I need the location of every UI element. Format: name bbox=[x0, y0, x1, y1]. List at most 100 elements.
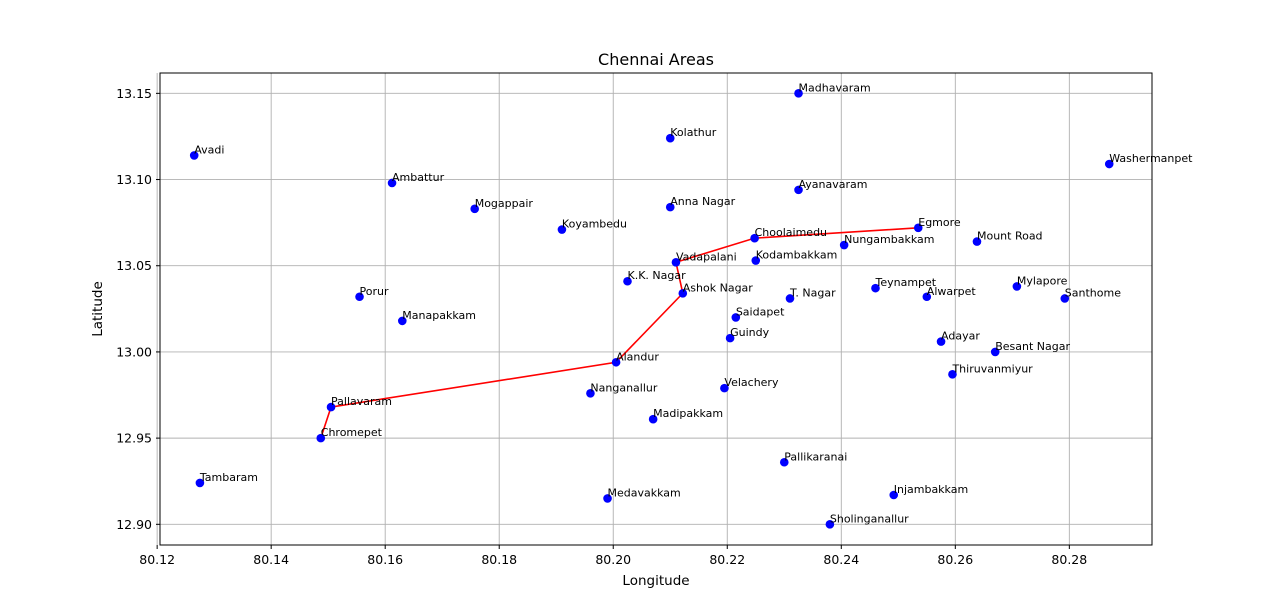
point-label: Choolaimedu bbox=[755, 226, 827, 239]
data-point bbox=[623, 276, 632, 286]
data-point bbox=[922, 292, 932, 302]
data-point bbox=[189, 151, 199, 160]
point-label: Nungambakkam bbox=[844, 233, 934, 246]
point-label: Manapakkam bbox=[402, 309, 476, 322]
data-point bbox=[990, 347, 1000, 357]
x-tick-label: 80.20 bbox=[595, 552, 631, 567]
data-point bbox=[557, 225, 567, 234]
y-tick-label: 13.00 bbox=[116, 344, 152, 359]
point-label: Injambakkam bbox=[894, 483, 968, 496]
point-label: Kodambakkam bbox=[756, 249, 838, 262]
data-point bbox=[316, 433, 326, 443]
point-label: Ashok Nagar bbox=[683, 281, 754, 294]
x-tick-label: 80.18 bbox=[481, 552, 517, 567]
x-tick-label: 80.24 bbox=[823, 552, 859, 567]
point-label: Chromepet bbox=[321, 426, 383, 439]
data-point bbox=[913, 223, 923, 233]
point-label: Madhavaram bbox=[799, 81, 871, 94]
data-point bbox=[1104, 159, 1114, 169]
point-label: Mogappair bbox=[475, 197, 534, 210]
data-point bbox=[387, 178, 397, 188]
point-label: Mount Road bbox=[977, 230, 1043, 243]
point-label: Guindy bbox=[730, 326, 770, 339]
point-label: Medavakkam bbox=[608, 486, 681, 499]
data-points bbox=[189, 89, 1114, 529]
data-point bbox=[586, 388, 595, 398]
data-point bbox=[470, 204, 480, 214]
data-point bbox=[355, 292, 364, 302]
point-label: Sholinganallur bbox=[830, 512, 909, 525]
data-point bbox=[1060, 294, 1070, 303]
data-point bbox=[731, 313, 741, 322]
data-point bbox=[648, 414, 658, 424]
point-label: Thiruvanmiyur bbox=[951, 362, 1033, 375]
y-tick-label: 13.10 bbox=[116, 172, 152, 187]
grid-lines bbox=[156, 73, 1152, 545]
y-tick-label: 12.95 bbox=[116, 431, 152, 446]
point-label: Nanganallur bbox=[590, 381, 657, 394]
data-point bbox=[665, 202, 675, 212]
y-axis-ticks: 12.90 12.95 13.00 13.05 13.10 13.15 bbox=[116, 86, 160, 532]
data-point bbox=[678, 289, 688, 298]
chart-title: Chennai Areas bbox=[598, 50, 714, 69]
data-point bbox=[326, 402, 336, 412]
point-label: Vadapalani bbox=[676, 250, 737, 263]
data-point bbox=[720, 383, 729, 393]
x-tick-label: 80.26 bbox=[937, 552, 973, 567]
data-point bbox=[195, 478, 205, 488]
point-label: Alandur bbox=[616, 350, 659, 363]
data-point bbox=[751, 256, 761, 265]
point-label: Santhome bbox=[1065, 286, 1121, 299]
point-label: Kolathur bbox=[670, 126, 716, 139]
point-label: K.K. Nagar bbox=[627, 269, 686, 282]
point-label: Besant Nagar bbox=[995, 340, 1070, 353]
point-label: Ambattur bbox=[392, 171, 445, 184]
data-point bbox=[785, 294, 795, 303]
data-point bbox=[611, 357, 621, 367]
data-point bbox=[794, 185, 803, 195]
x-tick-label: 80.22 bbox=[709, 552, 745, 567]
data-point bbox=[397, 316, 407, 326]
point-label: Anna Nagar bbox=[670, 195, 735, 208]
point-label: Washermanpet bbox=[1109, 152, 1193, 165]
point-label: Egmore bbox=[918, 216, 961, 229]
y-tick-label: 13.05 bbox=[116, 258, 152, 273]
data-point bbox=[825, 520, 835, 529]
y-axis-label: Latitude bbox=[90, 281, 106, 337]
y-tick-label: 13.15 bbox=[116, 86, 152, 101]
y-tick-label: 12.90 bbox=[116, 517, 152, 532]
data-point bbox=[725, 333, 735, 343]
data-point bbox=[1012, 282, 1022, 291]
point-label: Adayar bbox=[941, 330, 980, 343]
x-axis-ticks: 80.12 80.14 80.16 80.18 80.20 80.22 80.24 80.26… bbox=[139, 545, 1087, 567]
data-point bbox=[936, 337, 946, 346]
point-label: Teynampet bbox=[874, 276, 936, 289]
data-point bbox=[794, 89, 803, 98]
data-point bbox=[972, 237, 982, 246]
point-label: T. Nagar bbox=[789, 286, 836, 299]
x-tick-label: 80.16 bbox=[367, 552, 403, 567]
point-label: Mylapore bbox=[1017, 274, 1068, 287]
data-point bbox=[948, 370, 957, 379]
data-point bbox=[889, 490, 899, 500]
plot-frame bbox=[159, 72, 1153, 546]
point-label: Pallavaram bbox=[331, 395, 392, 408]
point-label: Madipakkam bbox=[653, 407, 723, 420]
point-label: Alwarpet bbox=[927, 285, 977, 298]
x-tick-label: 80.12 bbox=[139, 552, 175, 567]
point-label: Ayanavaram bbox=[799, 178, 868, 191]
point-label: Koyambedu bbox=[562, 218, 627, 231]
point-label: Velachery bbox=[724, 376, 779, 389]
point-labels: Madhavaram Kolathur Avadi Washermanpet Ambat… bbox=[194, 81, 1193, 525]
data-point bbox=[665, 133, 675, 143]
point-label: Avadi bbox=[194, 143, 224, 156]
data-point bbox=[750, 233, 759, 243]
x-tick-label: 80.28 bbox=[1051, 552, 1087, 567]
data-point bbox=[839, 240, 849, 250]
x-axis-label: Longitude bbox=[622, 573, 689, 589]
point-label: Pallikaranai bbox=[784, 450, 847, 463]
x-tick-label: 80.14 bbox=[253, 552, 289, 567]
point-label: Tambaram bbox=[199, 471, 258, 484]
